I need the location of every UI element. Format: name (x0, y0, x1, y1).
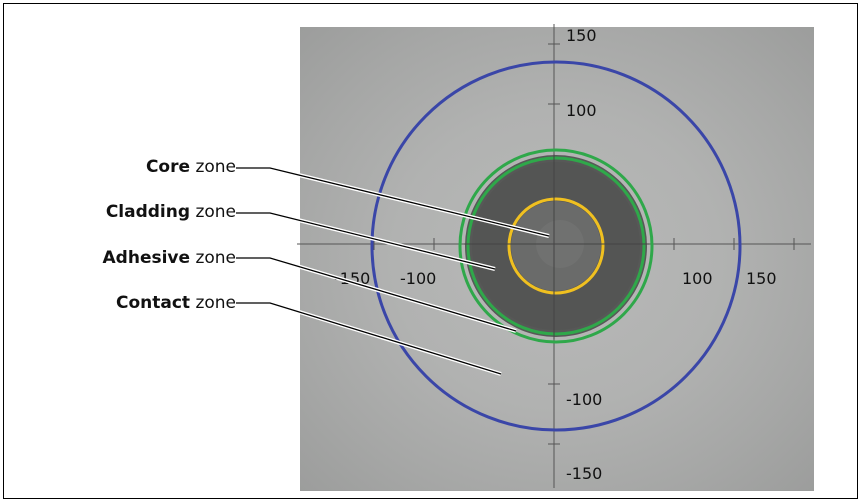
y-tick-label-100: 100 (566, 101, 597, 120)
cladding-zone-suffix: zone (195, 202, 236, 222)
leader-line-core (236, 166, 550, 238)
contact-zone-suffix: zone (195, 293, 236, 313)
leader-line-contact (236, 301, 502, 376)
x-tick-label-150: 150 (746, 269, 777, 288)
contact-zone-name: Contact (115, 293, 191, 313)
y-tick-label-neg150: -150 (566, 464, 602, 483)
y-tick-label-neg100: -100 (566, 390, 602, 409)
cladding-zone-label: Cladding zone (54, 202, 236, 222)
core-zone-circle (507, 197, 605, 295)
adhesive-zone-suffix: zone (195, 248, 236, 268)
x-tick-label-neg100: -100 (400, 269, 436, 288)
adhesive-zone-inner-circle (466, 156, 646, 336)
y-tick-label-150: 150 (566, 26, 597, 45)
contact-zone-label: Contact zone (54, 293, 236, 313)
core-zone-suffix: zone (195, 157, 236, 177)
contact-zone-circle (370, 60, 742, 432)
core-zone-label: Core zone (104, 157, 236, 177)
core-zone-name: Core (145, 157, 191, 177)
adhesive-zone-label: Adhesive zone (44, 248, 236, 268)
cladding-zone-name: Cladding (105, 202, 191, 222)
leader-line-adhesive (236, 256, 517, 333)
adhesive-zone-outer-circle (458, 148, 654, 344)
adhesive-zone-name: Adhesive (102, 248, 191, 268)
leader-line-cladding (236, 211, 496, 271)
figure-frame: Core zone Cladding zone Adhesive zone Co… (3, 3, 858, 499)
x-tick-label-100: 100 (682, 269, 713, 288)
zones-overlay: -150 -100 100 150 150 100 -100 -150 (236, 24, 811, 488)
